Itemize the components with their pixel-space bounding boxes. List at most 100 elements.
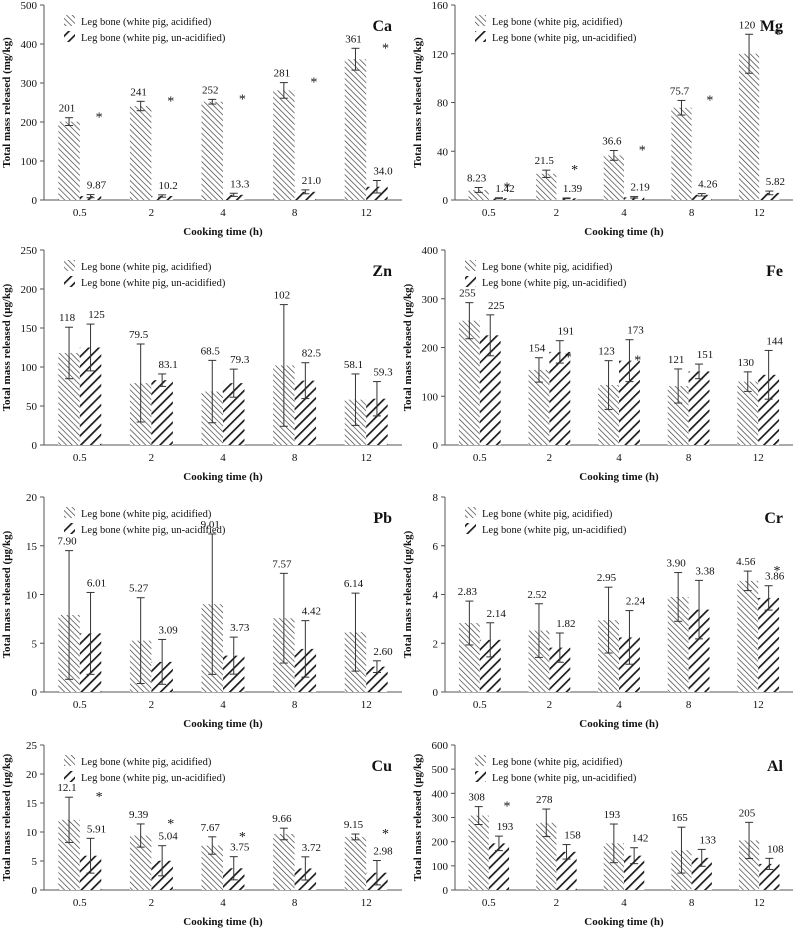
y-tick-label: 0 xyxy=(433,687,439,699)
x-tick-label: 2 xyxy=(554,897,560,909)
value-label-acidified: 2.52 xyxy=(527,589,546,601)
panel-cr: 0 2 4 6 8 Total mass released (μg/kg) Cooking … xyxy=(402,492,793,730)
y-tick-label: 25 xyxy=(26,740,38,752)
y-axis-title: Total mass released (mg/kg) xyxy=(412,37,424,168)
y-tick-label: 300 xyxy=(21,78,38,90)
significance-star: * xyxy=(310,76,317,91)
value-label-unacidified: 9.87 xyxy=(87,180,107,192)
x-tick-label: 2 xyxy=(149,452,155,464)
panel-pb: 0 5 10 15 20 Total mass released (μg/kg) Cooki… xyxy=(1,492,402,730)
value-label-unacidified: 3.86 xyxy=(765,571,785,583)
y-tick-label: 15 xyxy=(26,541,38,553)
y-tick-label: 600 xyxy=(432,740,449,752)
significance-star: * xyxy=(167,94,174,109)
value-label-unacidified: 2.60 xyxy=(373,646,393,658)
value-label-unacidified: 5.82 xyxy=(766,176,785,188)
value-label-acidified: 252 xyxy=(202,84,219,96)
bar-unacidified xyxy=(151,196,173,200)
value-label-acidified: 205 xyxy=(739,807,756,819)
value-label-unacidified: 3.72 xyxy=(302,842,321,854)
value-label-acidified: 68.5 xyxy=(201,345,221,357)
bar-acidified xyxy=(737,381,759,445)
value-label-unacidified: 191 xyxy=(558,326,575,338)
legend-unacidified-label: Leg bone (white pig, un-acidified) xyxy=(482,525,627,536)
significance-star: * xyxy=(382,41,389,56)
x-tick-label: 4 xyxy=(220,699,226,711)
x-tick-label: 12 xyxy=(754,897,765,909)
element-label: Ca xyxy=(372,18,392,35)
value-label-acidified: 12.1 xyxy=(57,782,76,794)
value-label-unacidified: 83.1 xyxy=(159,359,178,371)
x-tick-label: 12 xyxy=(753,699,764,711)
bar-unacidified xyxy=(688,609,710,692)
bar-acidified xyxy=(344,59,367,201)
x-tick-label: 8 xyxy=(689,207,695,219)
element-label: Pb xyxy=(373,510,392,527)
value-label-acidified: 7.57 xyxy=(272,558,292,570)
y-tick-label: 20 xyxy=(26,769,38,781)
y-tick-label: 100 xyxy=(422,391,439,403)
legend-unacidified-swatch xyxy=(64,523,75,534)
bar-acidified xyxy=(536,173,557,200)
y-tick-label: 8 xyxy=(433,492,439,504)
legend-unacidified-label: Leg bone (white pig, un-acidified) xyxy=(492,773,637,784)
x-tick-label: 0.5 xyxy=(73,897,87,909)
x-tick-label: 12 xyxy=(361,897,372,909)
value-label-unacidified: 10.2 xyxy=(159,180,178,192)
value-label-unacidified: 59.3 xyxy=(373,367,393,379)
value-label-acidified: 278 xyxy=(536,794,553,806)
bar-unacidified xyxy=(688,371,710,445)
value-label-unacidified: 108 xyxy=(767,843,784,855)
y-tick-label: 300 xyxy=(432,813,449,825)
x-tick-label: 4 xyxy=(220,897,226,909)
element-label: Mg xyxy=(760,18,783,35)
bar-acidified xyxy=(273,833,295,890)
x-tick-label: 12 xyxy=(361,207,372,219)
bar-acidified xyxy=(598,620,619,692)
x-axis-title: Cooking time (h) xyxy=(579,471,659,483)
value-label-acidified: 79.5 xyxy=(129,329,149,341)
y-tick-label: 250 xyxy=(21,245,38,257)
y-tick-label: 100 xyxy=(432,861,449,873)
bar-unacidified xyxy=(759,192,780,200)
value-label-unacidified: 151 xyxy=(697,349,714,361)
y-tick-label: 6 xyxy=(433,541,439,553)
y-tick-label: 200 xyxy=(422,343,439,355)
bar-unacidified xyxy=(691,194,712,200)
bar-acidified xyxy=(201,845,223,890)
legend-unacidified-swatch xyxy=(475,31,486,42)
value-label-unacidified: 3.38 xyxy=(695,565,715,577)
panel-ca: 0 100 200 300 400 500 Total mass released (mg/… xyxy=(1,0,402,238)
value-label-acidified: 281 xyxy=(274,68,291,80)
element-label: Fe xyxy=(766,263,783,280)
bar-acidified xyxy=(58,121,80,200)
y-axis-title: Total mass released (μg/kg) xyxy=(402,530,414,658)
bar-unacidified xyxy=(223,383,245,445)
value-label-acidified: 255 xyxy=(459,288,476,300)
y-tick-label: 10 xyxy=(26,827,38,839)
bar-unacidified xyxy=(479,335,501,445)
value-label-acidified: 102 xyxy=(274,290,291,302)
legend-acidified-label: Leg bone (white pig, acidified) xyxy=(492,17,623,28)
y-tick-label: 400 xyxy=(21,39,38,51)
y-tick-label: 160 xyxy=(432,0,449,12)
significance-star: * xyxy=(504,800,511,815)
bar-acidified xyxy=(129,835,152,890)
x-tick-label: 4 xyxy=(220,452,226,464)
significance-star: * xyxy=(634,354,641,369)
legend-unacidified-swatch xyxy=(465,523,476,534)
legend-acidified-label: Leg bone (white pig, acidified) xyxy=(482,509,613,520)
legend-acidified-swatch xyxy=(465,507,476,518)
value-label-acidified: 3.90 xyxy=(667,558,687,570)
legend-acidified-swatch xyxy=(475,755,486,766)
y-axis-title: Total mass released (μg/kg) xyxy=(402,283,414,411)
value-label-acidified: 5.27 xyxy=(129,583,149,595)
y-axis-title: Total mass released (μg/kg) xyxy=(1,283,13,411)
legend-acidified-swatch xyxy=(465,260,476,271)
bar-acidified xyxy=(603,843,624,890)
x-tick-label: 2 xyxy=(149,207,155,219)
legend-acidified-swatch xyxy=(475,15,486,26)
value-label-unacidified: 13.3 xyxy=(230,178,250,190)
x-axis-title: Cooking time (h) xyxy=(183,718,263,730)
x-axis-title: Cooking time (h) xyxy=(584,916,664,928)
